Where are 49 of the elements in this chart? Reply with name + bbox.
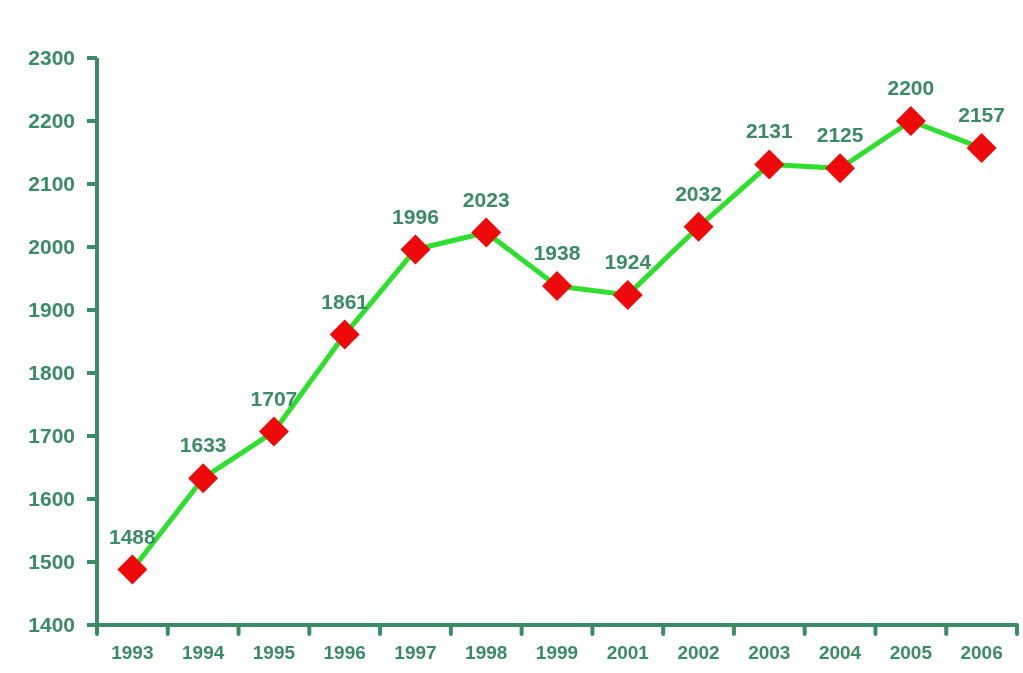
point — [683, 211, 714, 242]
x-tick-label: 2004 — [818, 642, 862, 663]
y-tick-label: 1800 — [28, 361, 75, 385]
y-tick-label: 2200 — [28, 109, 75, 133]
data-label: 2023 — [462, 187, 510, 211]
data-label: 2157 — [958, 103, 1005, 127]
data-label: 1633 — [179, 433, 227, 457]
data-label: 1488 — [109, 524, 157, 548]
x-tick-label: 1996 — [323, 642, 366, 663]
x-tick-label: 2006 — [960, 642, 1003, 663]
x-tick-label: 1995 — [252, 642, 296, 663]
y-tick-label: 2000 — [28, 235, 75, 259]
y-tick-label: 2100 — [28, 172, 75, 196]
data-label: 1996 — [392, 204, 439, 228]
x-tick-label: 1998 — [465, 642, 508, 663]
point — [895, 106, 926, 136]
x-tick-label: 2001 — [606, 642, 650, 663]
x-tick-label: 2002 — [677, 642, 720, 663]
y-tick-label: 1700 — [28, 424, 75, 448]
data-label: 2125 — [816, 123, 864, 147]
y-tick-label: 2300 — [28, 46, 75, 70]
x-tick-label: 1994 — [182, 642, 225, 663]
point — [825, 153, 856, 184]
point — [258, 416, 289, 447]
y-tick-label: 1500 — [28, 550, 75, 574]
data-label: 2200 — [887, 76, 935, 99]
x-tick-label: 2003 — [748, 642, 791, 663]
point — [612, 279, 643, 310]
x-tick-label: 1999 — [535, 642, 579, 663]
y-tick-label: 1900 — [28, 298, 75, 322]
x-tick-label: 1997 — [394, 642, 437, 663]
point — [542, 271, 572, 302]
point — [117, 554, 148, 585]
point — [754, 149, 785, 180]
point — [471, 217, 502, 248]
point — [188, 463, 219, 494]
x-tick-label: 1993 — [111, 642, 154, 663]
data-label: 1861 — [321, 289, 369, 313]
point — [329, 319, 360, 350]
data-label: 1924 — [604, 249, 652, 273]
x-tick-label: 2005 — [889, 642, 933, 663]
y-tick-label: 1400 — [28, 613, 75, 637]
point — [966, 133, 997, 164]
point — [400, 234, 431, 265]
data-label: 1707 — [250, 386, 298, 410]
data-label: 2032 — [675, 181, 722, 205]
data-label: 1938 — [533, 241, 581, 265]
data-label: 2131 — [745, 119, 793, 143]
y-tick-label: 1600 — [28, 487, 75, 511]
